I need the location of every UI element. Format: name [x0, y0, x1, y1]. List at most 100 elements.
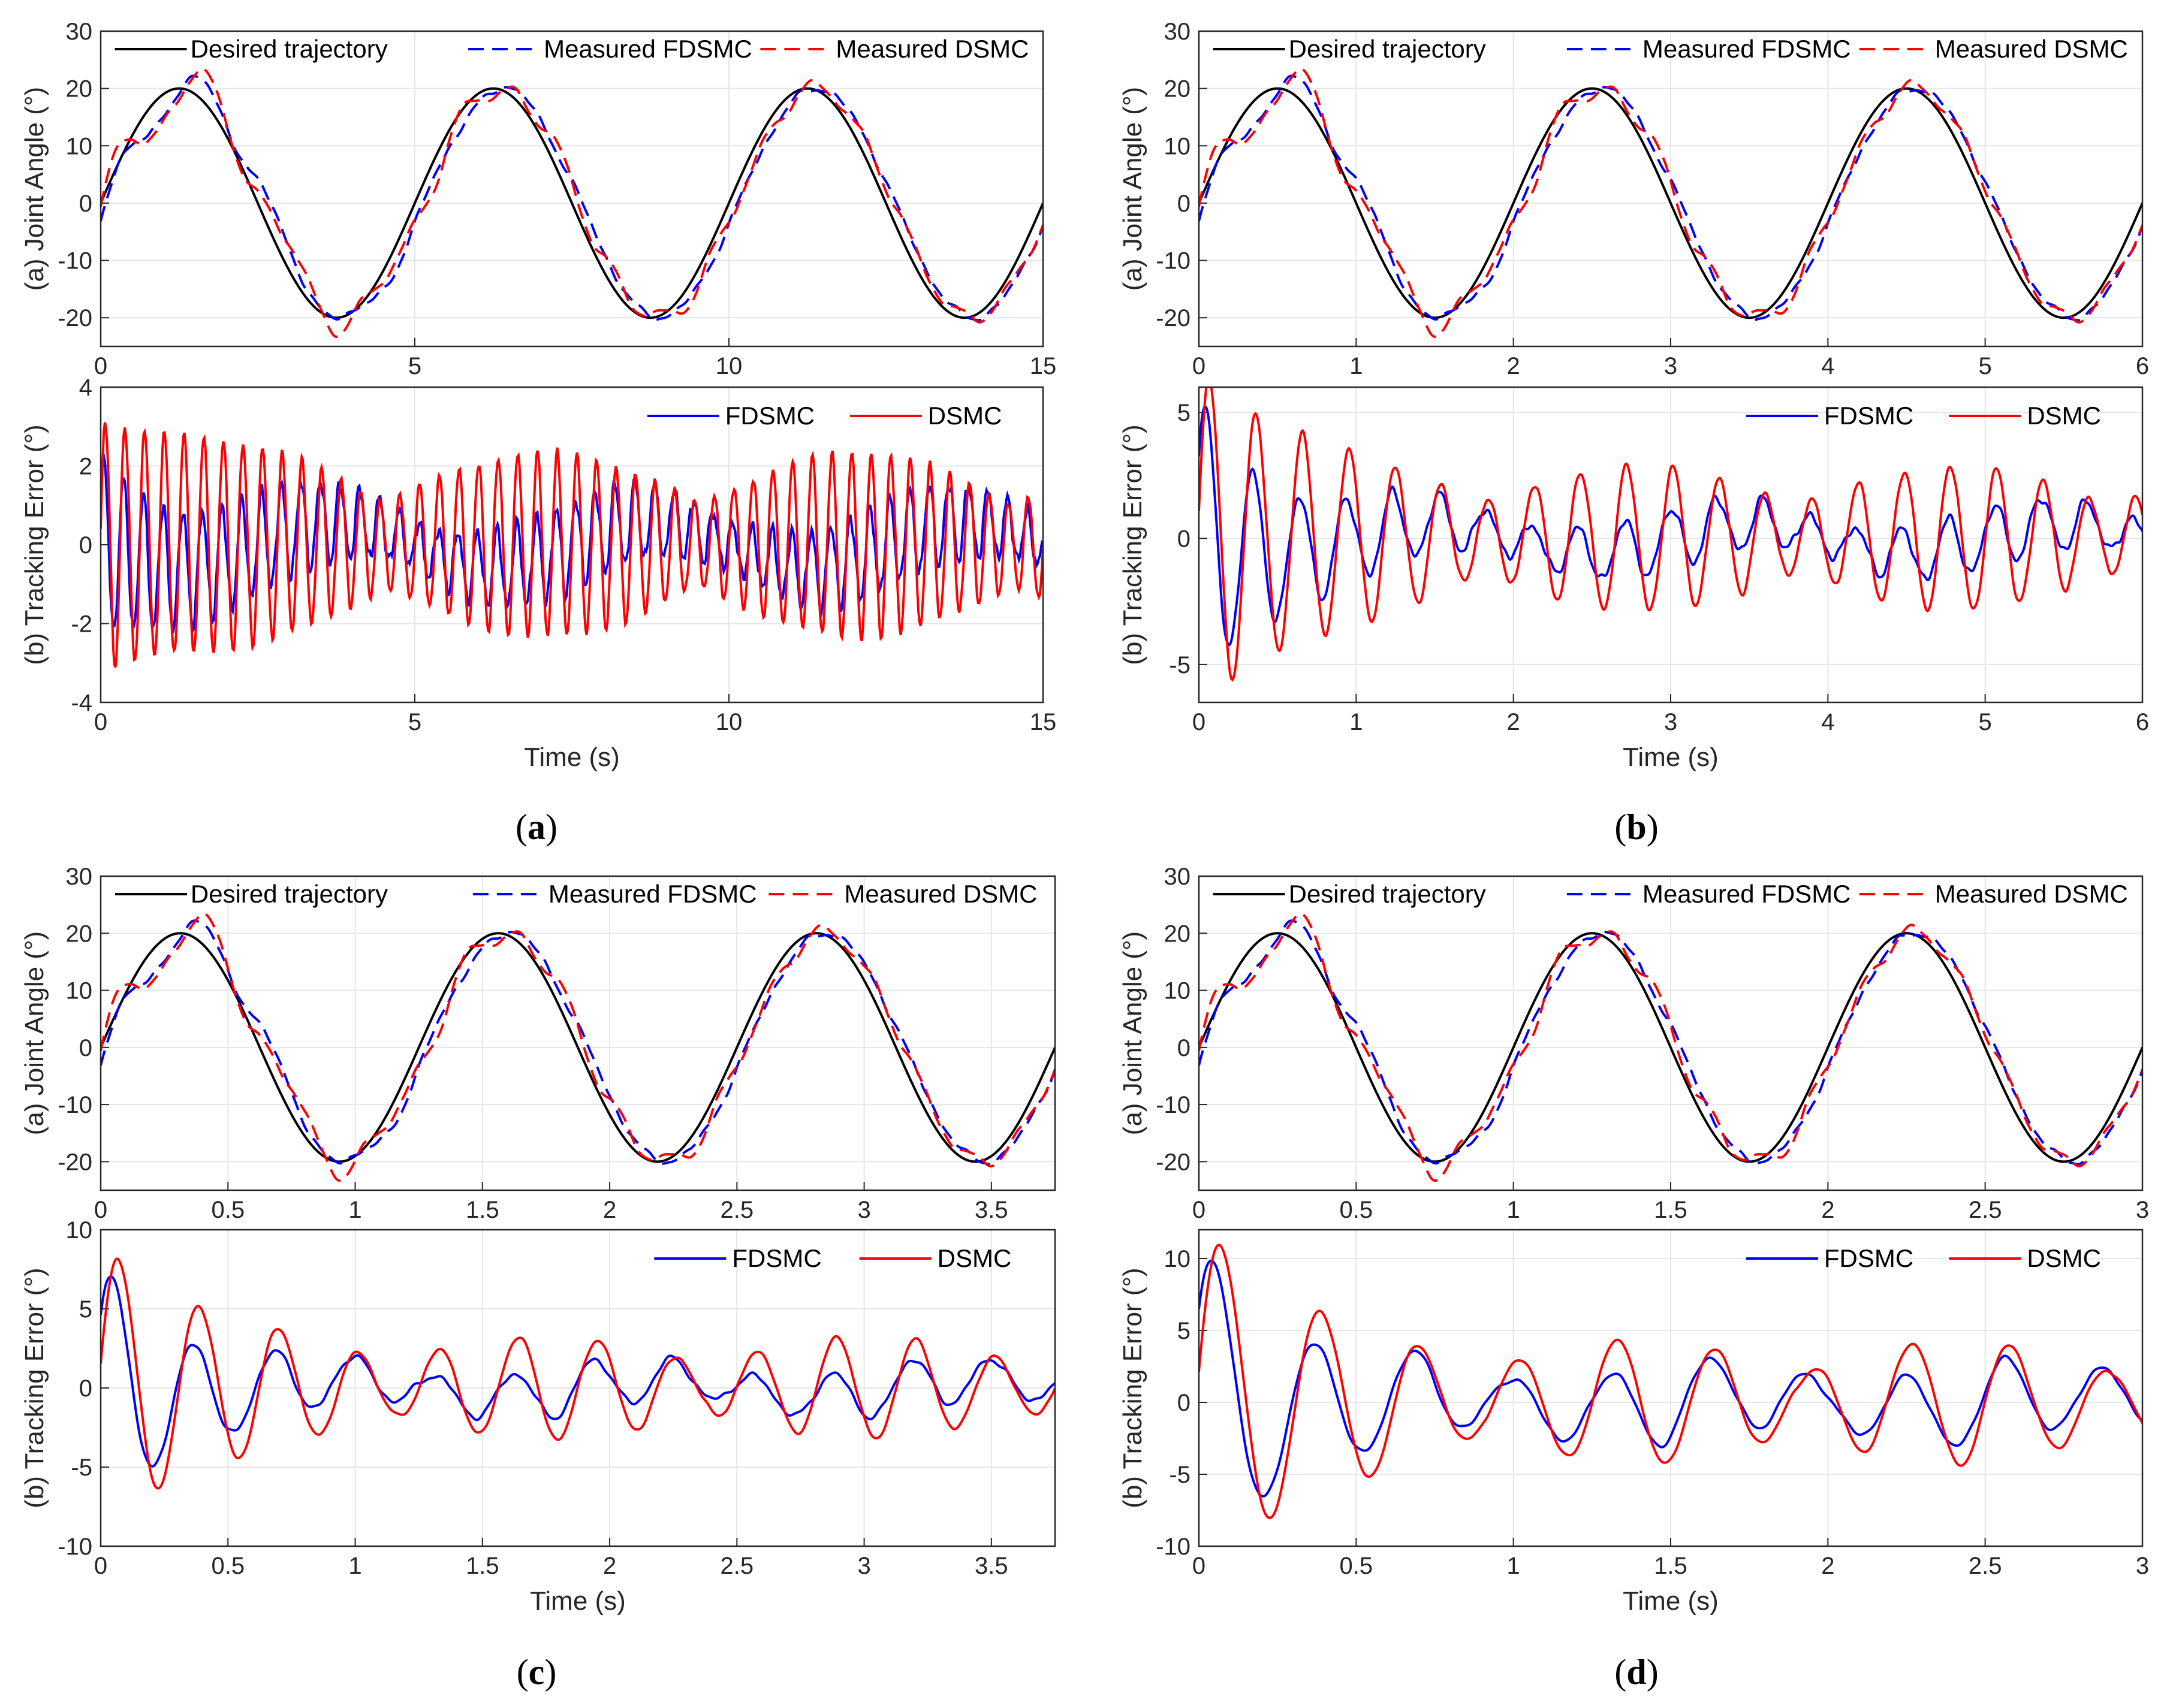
error_chart-frame	[1198, 386, 2144, 704]
angle_chart-ytick-label: -20	[1156, 1149, 1190, 1175]
error_chart-ytick-label: 5	[1177, 1318, 1190, 1344]
angle_chart-ytick-label: 30	[66, 19, 93, 45]
error_chart-ytick-label: -5	[1169, 652, 1190, 678]
angle_chart-xtick-label: 3.5	[975, 1197, 1008, 1223]
error_chart-ytick-label: 0	[79, 1375, 92, 1402]
error_chart-xlabel: Time (s)	[1623, 1586, 1719, 1616]
caption-open: (	[517, 1652, 529, 1692]
angle_chart-xtick-label: 0	[1192, 353, 1205, 379]
angle_chart-xtick-label: 1	[1507, 1197, 1520, 1223]
angle_chart-xtick-label: 1.5	[466, 1197, 499, 1223]
measured-dsmc-line	[101, 912, 1055, 1182]
error_chart-frame	[100, 386, 1044, 704]
angle-legend: Desired trajectory Measured FDSMC Measured…	[114, 880, 1038, 908]
error_chart-xtick-label: 3	[1664, 709, 1677, 735]
caption-open: (	[1614, 1652, 1626, 1692]
angle_chart-ylabel: (a) Joint Angle (°)	[1118, 87, 1147, 291]
angle-legend-label: Measured DSMC	[844, 880, 1037, 908]
angle_chart-xtick-label: 2	[1507, 353, 1520, 379]
error_chart-ytick-label: 0	[79, 532, 92, 559]
error_chart-xtick-label: 2.5	[1969, 1553, 2002, 1579]
error_chart-xtick-label: 3	[857, 1553, 870, 1579]
error_chart-xtick-label: 2.5	[721, 1553, 754, 1579]
error_chart-xtick-label: 5	[408, 709, 421, 735]
angle_chart-xtick-label: 0.5	[211, 1197, 245, 1223]
angle_chart-xtick-label: 15	[1030, 353, 1057, 379]
angle_chart-ytick-label: 20	[1164, 76, 1191, 102]
angle-legend-label: Desired trajectory	[191, 35, 388, 63]
error_chart-xtick-label: 1	[348, 1553, 361, 1579]
error_chart-ylabel: (b) Tracking Error (°)	[20, 424, 49, 665]
error-legend: FDSMC DSMC	[1746, 402, 2101, 430]
error_chart-ytick-label: 4	[79, 375, 92, 401]
angle_chart-xtick-label: 1.5	[1654, 1197, 1687, 1223]
angle_chart-xtick-label: 5	[408, 353, 421, 379]
error-legend: FDSMC DSMC	[1746, 1244, 2101, 1272]
caption-letter: d	[1626, 1652, 1646, 1692]
error-legend-label: DSMC	[928, 402, 1002, 430]
error_chart-frame	[100, 1229, 1056, 1547]
angle_chart-frame	[1198, 30, 2144, 348]
error_chart-xtick-label: 0	[1192, 1553, 1205, 1579]
error_chart-xtick-label: 1	[1507, 1553, 1520, 1579]
angle-legend-label: Measured FDSMC	[1642, 880, 1851, 908]
desired-trajectory-line	[101, 932, 1055, 1163]
error_chart-axes: 0 1 2 3 4 5 6 -5 0 5 (b) Tracking Error (°) Time (s…	[1118, 386, 2149, 772]
caption-letter: b	[1626, 807, 1646, 847]
angle_chart-xtick-label: 2	[603, 1197, 616, 1223]
angle_chart-xtick-label: 0.5	[1340, 1197, 1373, 1223]
caption-close: )	[545, 807, 557, 847]
angle_chart-axes: 0 5 10 15 -20 -10 0 10 20 30 (a) Joint Angle (°) De…	[20, 19, 1056, 379]
measured-dsmc-line	[101, 67, 1043, 339]
error_chart-axes: 0 0.5 1 1.5 2 2.5 3 3.5 -10 -5 0 5 10 (b) Tracking Er…	[20, 1217, 1056, 1616]
angle_chart-axes: 0 0.5 1 1.5 2 2.5 3 3.5 -20 -10 0 10 20 30 (a) Joint A…	[20, 864, 1056, 1223]
error_chart-xtick-label: 2	[1821, 1553, 1834, 1579]
angle_chart-ytick-label: -10	[58, 248, 92, 274]
angle_chart-ytick-label: -10	[1156, 248, 1190, 274]
measured-fdsmc-line	[1199, 919, 2142, 1166]
measured-fdsmc-line	[101, 919, 1055, 1166]
angle_chart-ytick-label: 0	[79, 1035, 92, 1061]
dsmc-error-line	[1199, 387, 2142, 682]
caption-letter: a	[528, 807, 545, 847]
angle_chart-ytick-label: 10	[66, 133, 93, 159]
angle_chart-xtick-label: 0	[1192, 1197, 1205, 1223]
angle_chart-ytick-label: 10	[1164, 133, 1191, 159]
angle-legend-label: Measured DSMC	[1935, 880, 2128, 908]
error_chart-xtick-label: 2	[603, 1553, 616, 1579]
angle_chart-xtick-label: 1	[1349, 353, 1363, 379]
desired-trajectory-line	[1199, 87, 2142, 319]
panel-caption: (d)	[1614, 1652, 1658, 1692]
error_chart-ytick-label: 5	[79, 1296, 92, 1323]
angle_chart-ylabel: (a) Joint Angle (°)	[20, 87, 49, 291]
error_chart-ytick-label: -10	[1156, 1534, 1190, 1560]
caption-open: (	[1614, 807, 1626, 847]
angle_chart-xtick-label: 2	[1821, 1197, 1834, 1223]
angle_chart-ytick-label: 30	[1164, 19, 1191, 45]
error-legend: FDSMC DSMC	[647, 402, 1002, 430]
angle_chart-axes: 0 1 2 3 4 5 6 -20 -10 0 10 20 30 (a) Joint Angle (°) D…	[1118, 19, 2149, 379]
error_chart-ytick-label: 10	[66, 1217, 93, 1244]
error_chart-ylabel: (b) Tracking Error (°)	[1118, 1268, 1147, 1508]
error_chart-xtick-label: 4	[1821, 709, 1834, 735]
angle_chart-ytick-label: 0	[1177, 191, 1190, 217]
angle-legend: Desired trajectory Measured FDSMC Measured…	[1213, 880, 2128, 908]
error_chart-xlabel: Time (s)	[1623, 743, 1719, 772]
angle_chart-xtick-label: 1	[348, 1197, 361, 1223]
measured-dsmc-line	[1199, 912, 2142, 1182]
fdsmc-error-line	[101, 1275, 1055, 1468]
angle_chart-xtick-label: 2.5	[721, 1197, 754, 1223]
dsmc-error-line	[101, 422, 1043, 668]
error-legend-label: FDSMC	[732, 1244, 821, 1272]
measured-dsmc-line	[1199, 67, 2142, 339]
angle_chart-frame	[1198, 875, 2144, 1191]
error-legend-label: DSMC	[2027, 1244, 2101, 1272]
caption-open: (	[516, 807, 528, 847]
angle_chart-xtick-label: 0	[94, 353, 107, 379]
angle-legend-label: Measured DSMC	[836, 35, 1029, 63]
